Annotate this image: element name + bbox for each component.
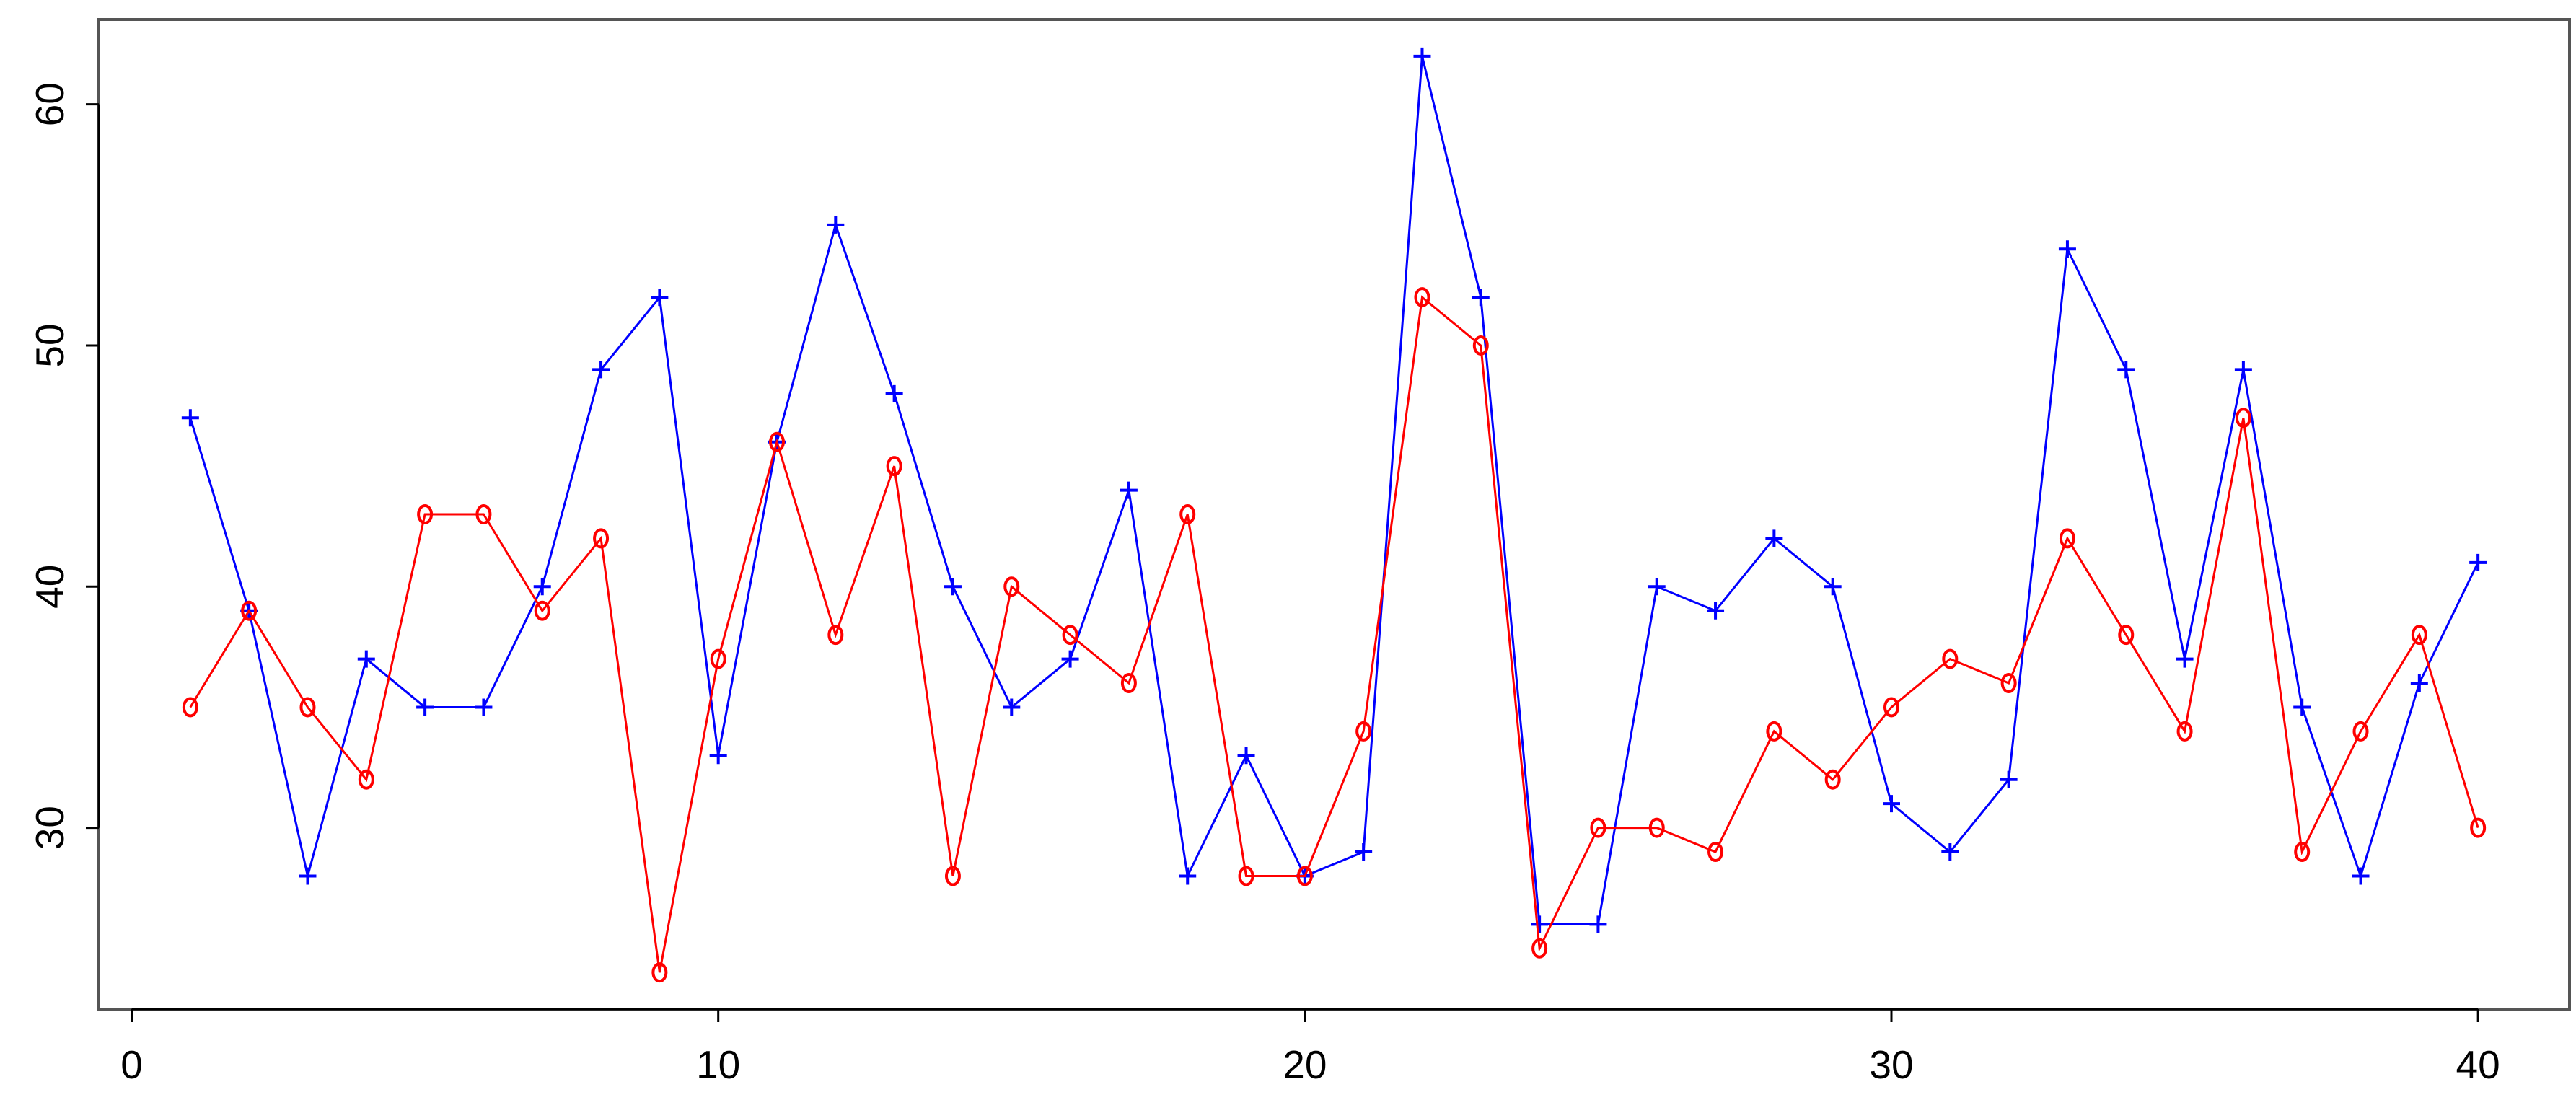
point [1120, 673, 1137, 694]
x-tick-label: 30 [1869, 1042, 1913, 1087]
point [2000, 770, 2018, 788]
point [533, 578, 551, 596]
point [1179, 504, 1196, 524]
point [593, 528, 610, 549]
point [1355, 721, 1372, 742]
point [2411, 625, 2427, 646]
point [651, 962, 668, 983]
point [886, 456, 902, 477]
point [1061, 650, 1079, 668]
point [2294, 842, 2311, 863]
point [1765, 529, 1783, 547]
point [1707, 842, 1724, 863]
point [181, 409, 199, 427]
point [1179, 867, 1197, 885]
point [2058, 240, 2076, 258]
point [1414, 287, 1430, 308]
point [1062, 625, 1078, 646]
point [827, 216, 845, 234]
point [1942, 648, 1959, 669]
point [2176, 650, 2194, 668]
point [1531, 915, 1549, 933]
point [827, 625, 844, 646]
point [417, 504, 434, 524]
point [1237, 747, 1255, 765]
series-line [189, 56, 2479, 925]
point [1648, 578, 1666, 596]
point [944, 866, 961, 886]
y-tick-label: 40 [27, 565, 72, 609]
point [182, 697, 198, 718]
point [1824, 578, 1842, 596]
point [944, 578, 962, 596]
point [241, 600, 258, 621]
point [592, 361, 610, 379]
point [416, 698, 434, 716]
point [2000, 673, 2017, 694]
point [358, 769, 374, 790]
point [1707, 602, 1725, 620]
x-tick-label: 20 [1283, 1042, 1327, 1087]
point [1648, 817, 1665, 838]
point [357, 650, 375, 668]
point [2117, 361, 2135, 379]
point [1766, 721, 1782, 742]
x-tick-label: 40 [2456, 1042, 2500, 1087]
point [1883, 697, 1899, 718]
point [1941, 843, 1959, 861]
point [2470, 817, 2487, 838]
point [1120, 481, 1138, 499]
point [651, 289, 669, 307]
point [2352, 867, 2370, 885]
point [1355, 843, 1373, 861]
y-tick-label: 30 [27, 806, 72, 850]
point [1590, 817, 1606, 838]
point [2410, 674, 2428, 692]
point [885, 384, 903, 402]
point [475, 504, 492, 524]
point [299, 867, 317, 885]
point [299, 697, 316, 718]
point [2469, 553, 2487, 571]
point [2235, 408, 2251, 428]
series-line [189, 295, 2479, 973]
point [1589, 915, 1607, 933]
point [1883, 795, 1900, 813]
point [1003, 576, 1020, 597]
y-tick-label: 50 [27, 323, 72, 367]
point [1003, 698, 1021, 716]
point [2293, 698, 2311, 716]
point [1824, 769, 1841, 790]
point [769, 431, 786, 452]
point [2118, 625, 2135, 646]
point [710, 648, 726, 669]
point [1531, 938, 1548, 959]
point [534, 600, 550, 621]
point [2352, 721, 2369, 742]
point [1413, 47, 1431, 65]
point [1472, 289, 1490, 307]
point [2059, 528, 2075, 549]
point [709, 747, 727, 765]
point [2176, 721, 2193, 742]
point [1472, 335, 1489, 356]
x-tick-label: 10 [696, 1042, 740, 1087]
point [1238, 866, 1254, 886]
point [475, 698, 493, 716]
y-tick-label: 60 [27, 82, 72, 126]
x-tick-label: 0 [120, 1042, 143, 1087]
point [2234, 361, 2252, 379]
point [1296, 866, 1313, 886]
